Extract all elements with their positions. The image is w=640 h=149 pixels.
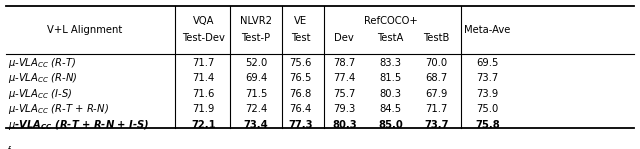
Text: TestB: TestB [423, 33, 450, 43]
Text: 71.6: 71.6 [193, 89, 214, 99]
Text: 76.8: 76.8 [290, 89, 312, 99]
Text: 67.9: 67.9 [426, 89, 447, 99]
Text: 75.0: 75.0 [477, 104, 499, 114]
Text: 71.4: 71.4 [193, 73, 214, 83]
Text: 85.0: 85.0 [378, 120, 403, 130]
Text: 72.4: 72.4 [245, 104, 267, 114]
Text: 76.4: 76.4 [290, 104, 312, 114]
Text: 73.7: 73.7 [424, 120, 449, 130]
Text: 83.3: 83.3 [380, 58, 401, 68]
Text: 71.7: 71.7 [426, 104, 447, 114]
Text: 77.4: 77.4 [333, 73, 355, 83]
Text: 72.1: 72.1 [191, 120, 216, 130]
Text: TestA: TestA [377, 33, 404, 43]
Text: Test-Dev: Test-Dev [182, 33, 225, 43]
Text: 76.5: 76.5 [290, 73, 312, 83]
Text: 79.3: 79.3 [333, 104, 355, 114]
Text: 84.5: 84.5 [380, 104, 401, 114]
Text: RefCOCO+: RefCOCO+ [364, 16, 417, 26]
Text: VE: VE [294, 16, 307, 26]
Text: $\mu$-VLA$_\mathregular{CC}$ (R-T + R-N): $\mu$-VLA$_\mathregular{CC}$ (R-T + R-N) [8, 102, 109, 116]
Text: 80.3: 80.3 [332, 120, 356, 130]
Text: Test-P: Test-P [241, 33, 271, 43]
Text: 71.5: 71.5 [245, 89, 267, 99]
Text: 52.0: 52.0 [245, 58, 267, 68]
Text: NLVR2: NLVR2 [240, 16, 272, 26]
Text: 69.4: 69.4 [245, 73, 267, 83]
Text: 78.7: 78.7 [333, 58, 355, 68]
Text: 70.0: 70.0 [426, 58, 447, 68]
Text: 81.5: 81.5 [380, 73, 401, 83]
Text: f: f [8, 146, 10, 149]
Text: Meta-Ave: Meta-Ave [465, 24, 511, 35]
Text: 69.5: 69.5 [477, 58, 499, 68]
Text: $\mu$-VLA$_\mathregular{CC}$ (I-S): $\mu$-VLA$_\mathregular{CC}$ (I-S) [8, 87, 72, 101]
Text: 71.7: 71.7 [193, 58, 214, 68]
Text: 75.8: 75.8 [476, 120, 500, 130]
Text: 80.3: 80.3 [380, 89, 401, 99]
Text: 68.7: 68.7 [426, 73, 447, 83]
Text: $\mu$-VLA$_\mathregular{CC}$ (R-T + R-N + I-S): $\mu$-VLA$_\mathregular{CC}$ (R-T + R-N … [8, 118, 149, 132]
Text: VQA: VQA [193, 16, 214, 26]
Text: Test: Test [291, 33, 310, 43]
Text: Dev: Dev [335, 33, 354, 43]
Text: 75.7: 75.7 [333, 89, 355, 99]
Text: V+L Alignment: V+L Alignment [47, 24, 122, 35]
Text: 73.4: 73.4 [244, 120, 268, 130]
Text: $\mu$-VLA$_\mathregular{CC}$ (R-T): $\mu$-VLA$_\mathregular{CC}$ (R-T) [8, 56, 76, 70]
Text: 73.7: 73.7 [477, 73, 499, 83]
Text: $\mu$-VLA$_\mathregular{CC}$ (R-N): $\mu$-VLA$_\mathregular{CC}$ (R-N) [8, 72, 77, 85]
Text: 73.9: 73.9 [477, 89, 499, 99]
Text: 71.9: 71.9 [193, 104, 214, 114]
Text: 77.3: 77.3 [289, 120, 313, 130]
Text: 75.6: 75.6 [290, 58, 312, 68]
